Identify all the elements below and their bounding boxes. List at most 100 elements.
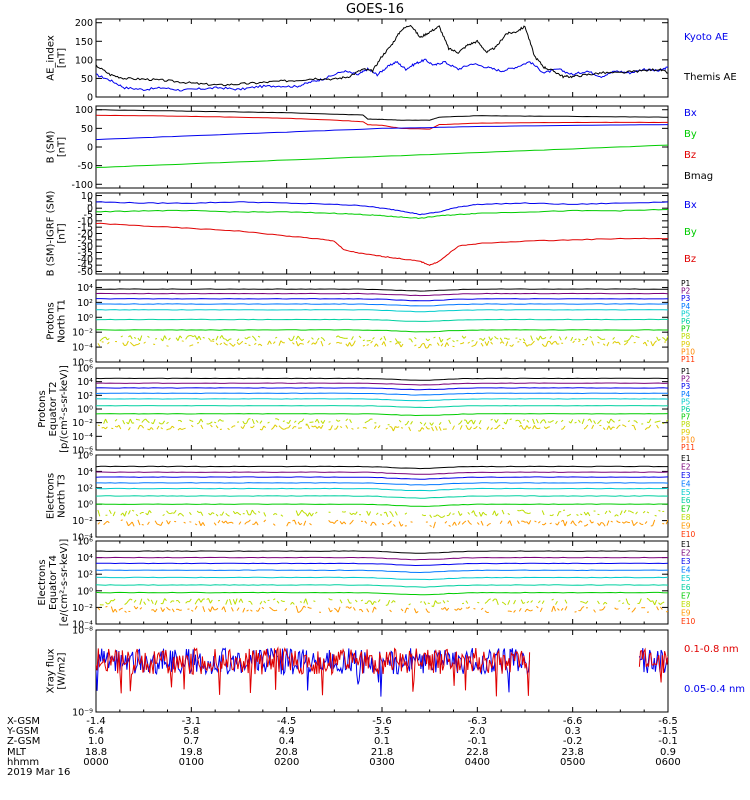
series-e9 [293, 519, 297, 525]
panel-ae: 0 50 100 150 200 AE_index [nT] Kyoto AE Themis A… [46, 18, 737, 103]
y-tick-label: 10⁰ [77, 500, 93, 511]
series-e8 [648, 599, 652, 602]
legend-p2: P2 [681, 287, 691, 296]
series-p9 [297, 343, 301, 347]
series-e8 [520, 599, 524, 604]
series-p8 [166, 421, 169, 425]
series-by [96, 144, 668, 168]
series-e9 [444, 607, 448, 611]
y-tick-label: 10⁶ [77, 451, 93, 462]
series-e9 [244, 521, 247, 525]
y-tick-label: 10⁶ [77, 537, 93, 548]
series-p8 [154, 338, 158, 340]
series-p9 [528, 426, 532, 429]
series-e8 [583, 511, 587, 516]
series-p8 [322, 419, 326, 424]
y-axis-label: B (SM) [46, 130, 57, 163]
x-row-label: hhmm [7, 757, 39, 768]
series-p9 [501, 341, 505, 344]
series-e8 [564, 599, 568, 604]
series-e9 [373, 522, 377, 526]
series-e9 [543, 522, 547, 526]
y-tick-label: 10⁻⁴ [72, 620, 93, 631]
series-p9 [423, 343, 427, 349]
series-p8 [570, 419, 574, 424]
series-e8 [299, 509, 303, 514]
series-p8 [446, 338, 449, 341]
series-e8 [107, 602, 110, 605]
series-p9 [623, 425, 627, 428]
series-e8 [177, 600, 181, 604]
series-e9 [131, 521, 135, 527]
series-e9 [248, 519, 251, 523]
series-e9 [644, 521, 648, 525]
series-e8 [389, 510, 392, 514]
series-e8 [580, 513, 583, 516]
series-e5 [96, 487, 668, 492]
series-p8 [105, 418, 108, 424]
series-p1 [96, 288, 668, 292]
series-e9 [372, 521, 375, 524]
series-p9 [427, 343, 431, 348]
series-p9 [397, 426, 400, 428]
series-p9 [351, 427, 354, 430]
series-e8 [604, 510, 608, 515]
panel-e2: 10⁻⁴ 10⁻² 10⁰ 10² 10⁴ 10⁶ Electrons Equator T4[… [37, 537, 696, 631]
series-p9 [398, 343, 402, 348]
legend-bz: Bz [684, 254, 696, 265]
series-p9 [345, 425, 349, 429]
series-p8 [448, 337, 451, 340]
series-p8 [583, 338, 587, 341]
series-p9 [274, 424, 278, 428]
series-p8 [589, 335, 592, 339]
series-e9 [189, 521, 192, 523]
series-e9 [393, 523, 396, 527]
series-e8 [280, 599, 284, 602]
series-p9 [461, 342, 465, 344]
series-e8 [503, 602, 507, 606]
series-p8 [179, 419, 183, 423]
series-e8 [150, 599, 154, 605]
series-e8 [234, 598, 238, 605]
series-p9 [122, 342, 126, 346]
series-p9 [263, 425, 267, 428]
series-p8 [337, 419, 341, 422]
panel-frame [95, 105, 669, 189]
series-p9 [166, 428, 169, 431]
series-e8 [484, 513, 488, 516]
series-p8 [214, 421, 217, 424]
x-row-value: 23.8 [562, 747, 584, 758]
series-p9 [551, 341, 554, 345]
series-p8 [202, 336, 205, 339]
series-e9 [635, 521, 638, 525]
series-e8 [477, 601, 480, 604]
series-p8 [219, 419, 223, 422]
series-e9 [200, 522, 204, 527]
series-xray-short [96, 647, 531, 697]
series-p9 [475, 425, 478, 429]
series-e8 [658, 510, 661, 512]
series-p8 [122, 419, 126, 425]
series-e9 [631, 610, 635, 613]
series-e9 [299, 522, 303, 526]
series-p9 [585, 424, 589, 428]
series-p9 [269, 340, 272, 345]
series-p8 [467, 421, 471, 425]
series-e9 [627, 607, 631, 610]
series-e8 [524, 512, 528, 514]
series-e9 [537, 521, 541, 524]
panel-frame [95, 367, 669, 451]
series-p8 [471, 339, 474, 342]
series-e8 [105, 601, 108, 605]
series-p9 [434, 425, 438, 431]
series-e9 [360, 609, 364, 613]
series-p9 [440, 343, 444, 347]
legend-kyoto-ae: Kyoto AE [684, 32, 728, 43]
series-e8 [650, 600, 653, 603]
series-e9 [579, 520, 583, 523]
series-e8 [568, 513, 572, 516]
series-p8 [246, 336, 249, 340]
series-e9 [211, 606, 215, 611]
y-tick-label: 10⁴ [77, 467, 93, 478]
